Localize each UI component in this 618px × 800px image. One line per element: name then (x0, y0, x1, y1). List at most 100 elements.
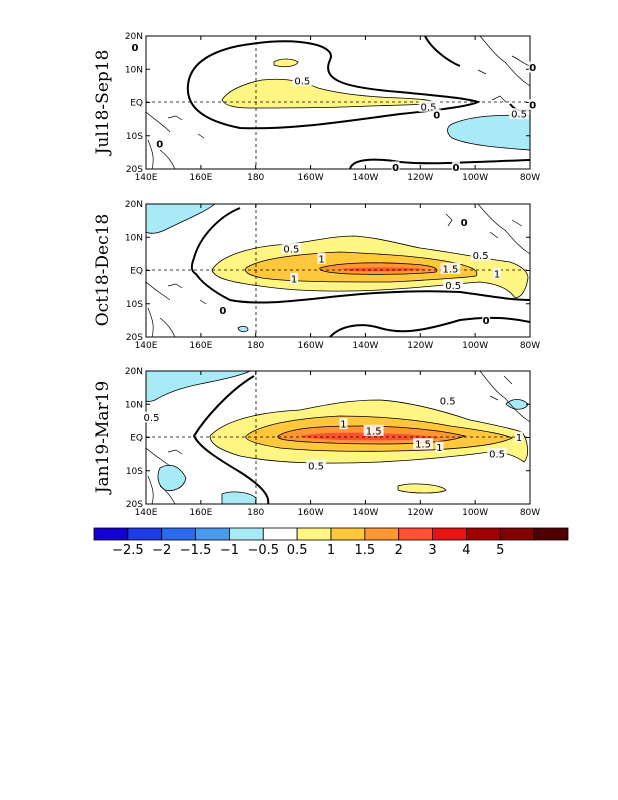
panel-1-title: Jul18-Sep18 (93, 50, 113, 157)
colorbar-swatch (296, 527, 332, 541)
lat-tick-label: EQ (130, 434, 143, 444)
panel-1-field (146, 36, 530, 169)
colorbar-swatch (195, 527, 230, 541)
lat-tick-label: EQ (130, 99, 143, 109)
colorbar-swatch (93, 527, 129, 541)
contour-label: 0.5 (421, 102, 437, 113)
colorbar-tick-label: −1.5 (180, 543, 212, 558)
zero-contour (186, 40, 481, 130)
colorbar-tick-label: 2 (395, 543, 403, 558)
anomaly-region-0.5-north (273, 58, 299, 68)
lon-tick-label: 140E (135, 508, 158, 518)
contour-label: 0.5 (283, 244, 299, 255)
contour-label: 1 (494, 269, 500, 280)
contour-label: 0 (483, 316, 490, 327)
colorbar-swatch (398, 527, 433, 541)
colorbar-tick-label: 4 (462, 543, 470, 558)
lon-tick-label: 160W (298, 341, 324, 351)
contour-label: 1.5 (415, 440, 431, 451)
contour-label-bg (470, 249, 491, 261)
lat-tick-label: 10N (125, 233, 143, 243)
lon-tick-label: 160E (189, 173, 212, 183)
contour-label-bg (451, 161, 460, 173)
coastline-west (146, 447, 183, 504)
colorbar-swatch (262, 527, 298, 541)
contour-label: 1 (436, 443, 442, 454)
colorbar-swatch (364, 527, 400, 541)
zero-contour-south (349, 158, 530, 169)
contour-label: 0 (461, 218, 468, 229)
contour-label-bg (363, 424, 384, 436)
contour-label-bg (460, 216, 469, 228)
lon-tick-label: 140W (352, 508, 378, 518)
lat-tick-label: 10S (126, 132, 143, 142)
contour-label-bg (528, 99, 537, 111)
lon-tick-label: 100W (462, 508, 488, 518)
contour-label: 1 (318, 254, 324, 265)
colorbar-swatch (499, 527, 535, 541)
colorbar-tick-label: 0.5 (287, 543, 308, 558)
anomaly-region-1.5-core (340, 267, 425, 272)
lon-tick-label: 120W (407, 173, 433, 183)
lon-tick-label: 160W (298, 173, 324, 183)
panel-2-title: Oct18-Dec18 (93, 214, 113, 327)
contour-label: 1 (340, 420, 346, 431)
contour-label-bg (317, 252, 326, 264)
colorbar-tick-label: 1.5 (355, 543, 376, 558)
contour-label: 0.5 (144, 413, 160, 424)
negative-anomaly-blob (221, 491, 257, 504)
contour-label-bg (493, 267, 502, 279)
lon-tick-label: 80W (520, 173, 540, 183)
negative-anomaly-region-south (157, 464, 187, 491)
lat-tick-label: 20S (126, 500, 143, 510)
lat-tick-label: 20S (126, 165, 143, 175)
contour-label-bg (435, 441, 444, 453)
contour-label-bg (391, 161, 400, 173)
lon-tick-label: 120W (407, 508, 433, 518)
contour-label: 0.5 (489, 450, 505, 461)
contour-label: 0 (132, 43, 139, 54)
colorbar-tick-label: 5 (496, 543, 504, 558)
contour-label-bg (528, 61, 537, 73)
contour-label-bg (437, 394, 458, 406)
lat-tick-label: EQ (130, 267, 143, 277)
coastline-east (477, 36, 530, 103)
contour-label-bg (218, 304, 227, 316)
lon-tick-label: 180 (247, 173, 264, 183)
negative-anomaly-blob (237, 325, 249, 333)
negative-anomaly-region (447, 114, 530, 151)
coastline-west (146, 281, 207, 337)
contour-label: 0.5 (308, 461, 324, 472)
lon-tick-label: 140E (135, 173, 158, 183)
lon-tick-label: 160E (189, 508, 212, 518)
coastline-east (479, 371, 530, 423)
contour-label: 0.5 (445, 281, 461, 292)
panel-1: Jul18-Sep18 140E 160E 180 160W 140W 120W 100W 8… (93, 32, 540, 183)
contour-label: 0 (392, 163, 399, 174)
lat-tick-label: 10S (126, 300, 143, 310)
contour-label-bg (306, 459, 327, 471)
lat-tick-label: 20S (126, 333, 143, 343)
contour-label: 1.5 (443, 264, 459, 275)
contour-label: 0.5 (294, 76, 310, 87)
colorbar: −2.5 −2 −1.5 −1 −0.5 0.5 1 1.5 2 3 4 5 (93, 527, 569, 558)
coastline-east (445, 204, 530, 255)
colorbar-tick-label: −1 (220, 543, 239, 558)
lat-tick-label: 20N (125, 32, 143, 42)
lat-tick-label: 10S (126, 467, 143, 477)
anomaly-region-0.5-south (397, 483, 447, 494)
contour-label: 0.5 (511, 110, 527, 121)
lat-tick-label: 20N (125, 367, 143, 377)
colorbar-tick-label: −2.5 (112, 543, 144, 558)
contour-label: 1 (516, 433, 522, 444)
lon-tick-label: 160E (189, 341, 212, 351)
negative-anomaly-region-east (505, 399, 529, 410)
colorbar-swatch (229, 527, 264, 541)
coastline-west (146, 111, 205, 169)
contour-label-bg (141, 411, 162, 423)
panel-3: Jan19-Mar19 140E 160E 180 160W 140W 120W 100W 8… (93, 367, 540, 518)
lon-tick-label: 140E (135, 341, 158, 351)
zero-contour (190, 207, 530, 304)
contour-label-bg (339, 418, 348, 430)
